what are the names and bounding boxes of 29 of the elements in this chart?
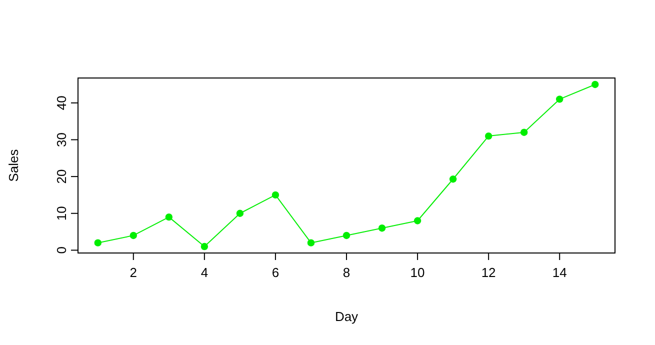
x-tick-label: 14 [552,265,567,280]
point [200,242,208,250]
point [236,210,244,217]
x-tick-label: 12 [481,265,496,280]
point [342,232,350,240]
point [165,213,173,221]
y-tick-label: 10 [54,206,69,221]
point [556,96,564,103]
x-tick-label: 8 [342,265,350,280]
y-tick-label: 20 [54,169,69,184]
point [484,132,492,140]
x-tick-label: 6 [272,265,280,280]
point [592,80,599,88]
point [94,239,102,246]
x-axis-title: Day [334,309,359,324]
point [378,224,386,232]
x-tick-label: 10 [410,265,425,280]
point [130,232,138,240]
point [307,239,315,246]
y-tick-label: 30 [54,132,69,147]
point [272,191,280,199]
point [520,128,528,136]
y-tick-label: 40 [54,96,69,110]
x-tick-label: 4 [200,265,208,280]
y-tick-label: 0 [54,246,69,254]
x-tick-label: 2 [130,265,138,280]
point [414,217,422,224]
point [449,176,457,183]
y-axis-title: Sales [6,148,21,182]
